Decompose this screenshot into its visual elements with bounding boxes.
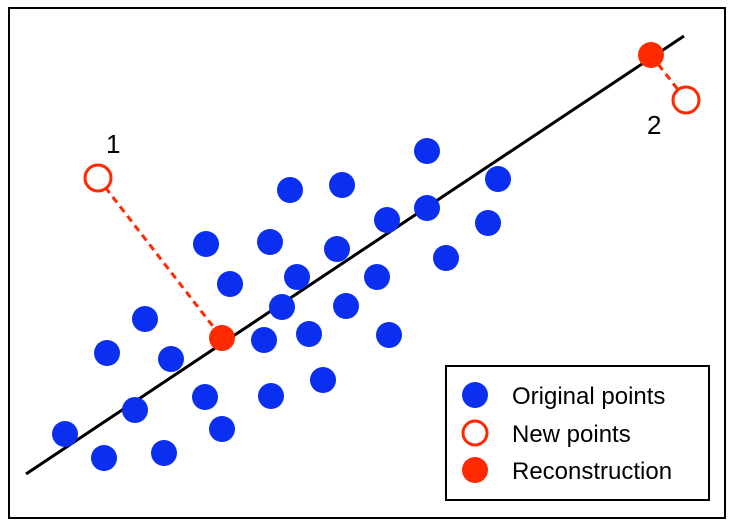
legend-label-original: Original points xyxy=(512,383,665,410)
original-point xyxy=(277,177,303,203)
original-point xyxy=(258,383,284,409)
figure-frame xyxy=(8,7,726,519)
original-point xyxy=(217,271,243,297)
original-point xyxy=(374,207,400,233)
legend-marker-original xyxy=(462,382,488,408)
original-point xyxy=(376,322,402,348)
original-point xyxy=(433,245,459,271)
original-point xyxy=(485,166,511,192)
legend-label-reconstruction: Reconstruction xyxy=(512,458,672,485)
original-point xyxy=(414,138,440,164)
original-point xyxy=(193,231,219,257)
original-point xyxy=(296,321,322,347)
original-point xyxy=(269,294,295,320)
legend-marker-new xyxy=(461,419,489,447)
original-point xyxy=(329,172,355,198)
original-point xyxy=(192,384,218,410)
legend-box xyxy=(445,365,710,501)
original-point xyxy=(209,416,235,442)
original-point xyxy=(91,445,117,471)
projection-line-2 xyxy=(649,54,688,101)
original-point xyxy=(284,264,310,290)
original-point xyxy=(257,229,283,255)
original-point xyxy=(151,440,177,466)
original-points xyxy=(52,138,511,471)
new-point-1 xyxy=(83,163,113,193)
original-point xyxy=(52,421,78,447)
label-point-1: 1 xyxy=(106,129,120,159)
original-point xyxy=(132,306,158,332)
original-point xyxy=(324,236,350,262)
legend-marker-reconstruction xyxy=(462,457,488,483)
original-point xyxy=(310,367,336,393)
label-point-2: 2 xyxy=(647,110,661,140)
legend-label-new: New points xyxy=(512,421,631,448)
original-point xyxy=(122,397,148,423)
original-point xyxy=(364,264,390,290)
original-point xyxy=(414,195,440,221)
reconstruction-point-1 xyxy=(209,325,235,351)
original-point xyxy=(333,293,359,319)
original-point xyxy=(251,327,277,353)
new-point-2 xyxy=(671,85,701,115)
projection-line-1 xyxy=(96,177,224,339)
reconstruction-point-2 xyxy=(638,42,664,68)
original-point xyxy=(94,340,120,366)
legend: Original points New points Reconstructio… xyxy=(445,365,710,501)
original-point xyxy=(475,210,501,236)
original-point xyxy=(158,346,184,372)
